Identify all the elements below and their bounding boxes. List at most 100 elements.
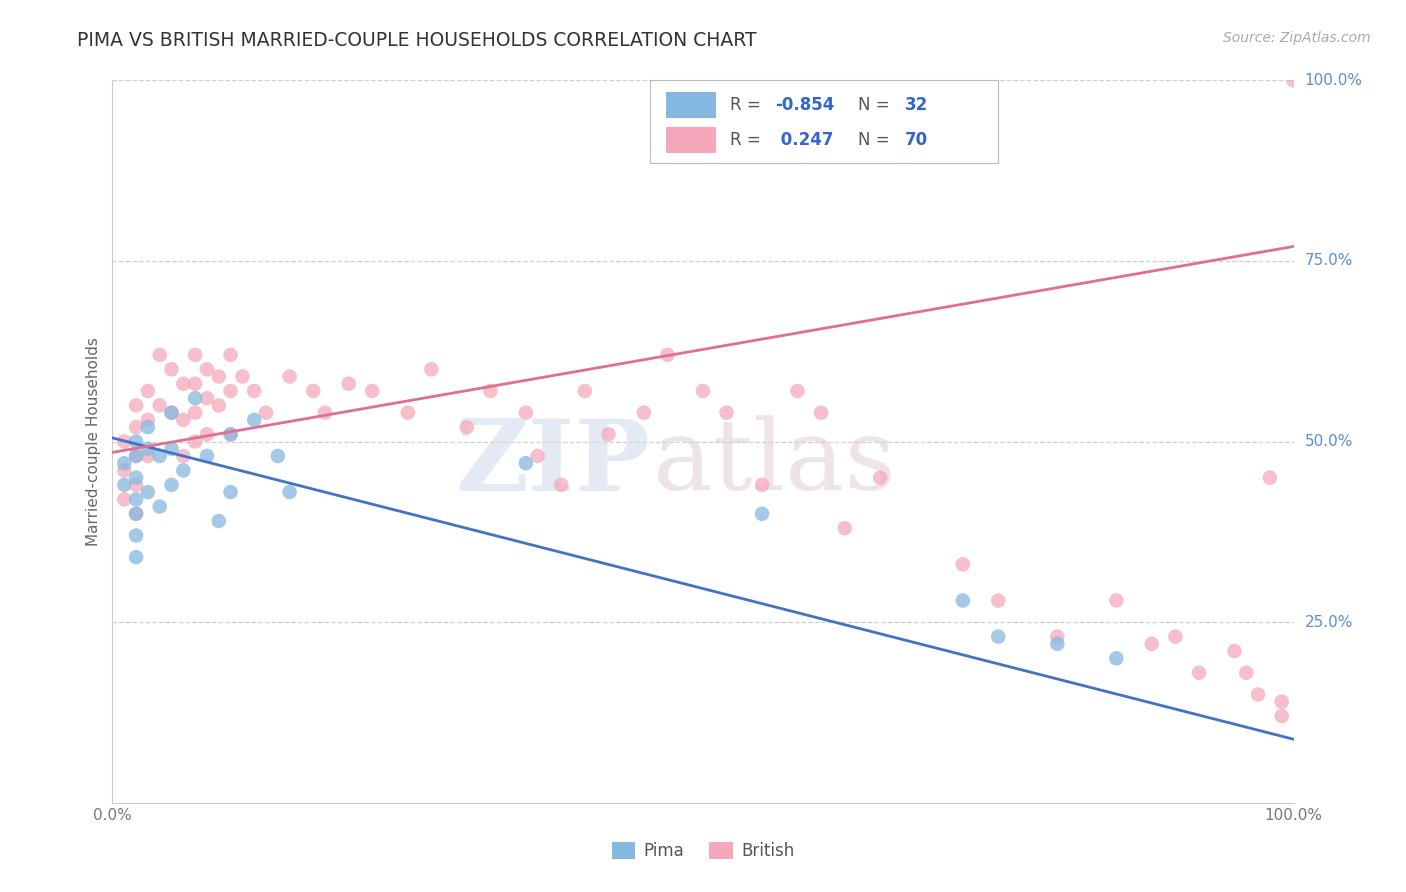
Point xyxy=(125,470,148,484)
Point xyxy=(1271,709,1294,723)
Point xyxy=(278,485,301,500)
Text: N =: N = xyxy=(858,96,894,114)
Point xyxy=(112,456,135,470)
Point xyxy=(125,420,148,434)
Point xyxy=(952,593,974,607)
Point xyxy=(550,478,572,492)
Point xyxy=(515,406,537,420)
Point xyxy=(692,384,714,398)
Point xyxy=(136,442,159,456)
Text: 75.0%: 75.0% xyxy=(1305,253,1353,268)
Text: 32: 32 xyxy=(905,96,928,114)
Point xyxy=(1247,687,1270,701)
Point xyxy=(112,434,135,449)
Point xyxy=(1271,695,1294,709)
Point xyxy=(184,406,207,420)
Point xyxy=(149,398,172,412)
Point xyxy=(208,398,231,412)
Point xyxy=(243,384,266,398)
Point xyxy=(172,449,194,463)
Point xyxy=(160,406,183,420)
Point xyxy=(479,384,502,398)
Point xyxy=(810,406,832,420)
Point xyxy=(1234,665,1257,680)
Point xyxy=(172,413,194,427)
Point xyxy=(125,449,148,463)
Point xyxy=(149,500,172,514)
Point xyxy=(125,507,148,521)
Point xyxy=(219,384,242,398)
Point xyxy=(526,449,548,463)
Point xyxy=(1105,593,1128,607)
FancyBboxPatch shape xyxy=(650,80,998,163)
Text: R =: R = xyxy=(730,131,766,149)
Point xyxy=(1258,470,1281,484)
Point xyxy=(420,362,443,376)
Point xyxy=(598,427,620,442)
Point xyxy=(184,391,207,405)
Point xyxy=(1046,630,1069,644)
FancyBboxPatch shape xyxy=(666,92,716,119)
Point xyxy=(112,492,135,507)
Point xyxy=(136,384,159,398)
Point xyxy=(396,406,419,420)
Point xyxy=(125,507,148,521)
Point xyxy=(716,406,738,420)
Y-axis label: Married-couple Households: Married-couple Households xyxy=(86,337,101,546)
Point xyxy=(219,427,242,442)
Point xyxy=(160,442,183,456)
Point xyxy=(136,413,159,427)
Point xyxy=(195,427,218,442)
Point xyxy=(219,485,242,500)
Point xyxy=(112,478,135,492)
Point xyxy=(1223,644,1246,658)
Point xyxy=(302,384,325,398)
Point xyxy=(172,376,194,391)
Point xyxy=(834,521,856,535)
Point xyxy=(952,558,974,572)
Point xyxy=(160,362,183,376)
Point xyxy=(267,449,290,463)
Point xyxy=(149,348,172,362)
Point xyxy=(160,406,183,420)
Point xyxy=(136,420,159,434)
Point xyxy=(136,449,159,463)
Point xyxy=(987,593,1010,607)
Point xyxy=(314,406,336,420)
Point xyxy=(195,449,218,463)
Point xyxy=(125,492,148,507)
Text: 25.0%: 25.0% xyxy=(1305,615,1353,630)
Point xyxy=(172,463,194,477)
Text: 70: 70 xyxy=(905,131,928,149)
Legend: Pima, British: Pima, British xyxy=(605,835,801,867)
Text: 0.247: 0.247 xyxy=(775,131,834,149)
Point xyxy=(456,420,478,434)
Point xyxy=(633,406,655,420)
FancyBboxPatch shape xyxy=(666,127,716,153)
Point xyxy=(149,449,172,463)
Point xyxy=(337,376,360,391)
Point xyxy=(208,369,231,384)
Point xyxy=(1140,637,1163,651)
Point xyxy=(125,478,148,492)
Point xyxy=(751,507,773,521)
Point xyxy=(1105,651,1128,665)
Point xyxy=(361,384,384,398)
Point xyxy=(1282,73,1305,87)
Text: atlas: atlas xyxy=(654,416,896,511)
Point xyxy=(786,384,808,398)
Text: ZIP: ZIP xyxy=(456,415,650,512)
Point xyxy=(1188,665,1211,680)
Point xyxy=(125,434,148,449)
Point xyxy=(112,463,135,477)
Point xyxy=(195,362,218,376)
Point xyxy=(254,406,277,420)
Point xyxy=(751,478,773,492)
Text: R =: R = xyxy=(730,96,766,114)
Point xyxy=(160,478,183,492)
Point xyxy=(184,348,207,362)
Point xyxy=(219,427,242,442)
Text: -0.854: -0.854 xyxy=(775,96,834,114)
Text: 100.0%: 100.0% xyxy=(1305,73,1362,87)
Point xyxy=(1164,630,1187,644)
